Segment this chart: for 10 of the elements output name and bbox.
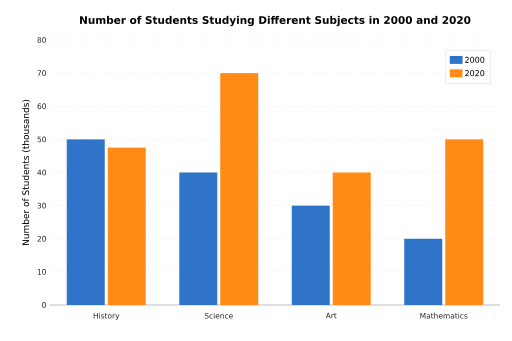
bar: [404, 238, 442, 305]
bar: [108, 148, 146, 305]
chart-title: Number of Students Studying Different Subjects in 2000 and 2020: [80, 16, 470, 26]
bar: [292, 206, 330, 305]
bar: [445, 139, 484, 305]
bar: [220, 73, 258, 305]
bar: [66, 139, 105, 305]
bar: [332, 172, 371, 305]
y-axis-title: Number of Students (thousands): [22, 100, 30, 245]
bar: [179, 172, 218, 305]
